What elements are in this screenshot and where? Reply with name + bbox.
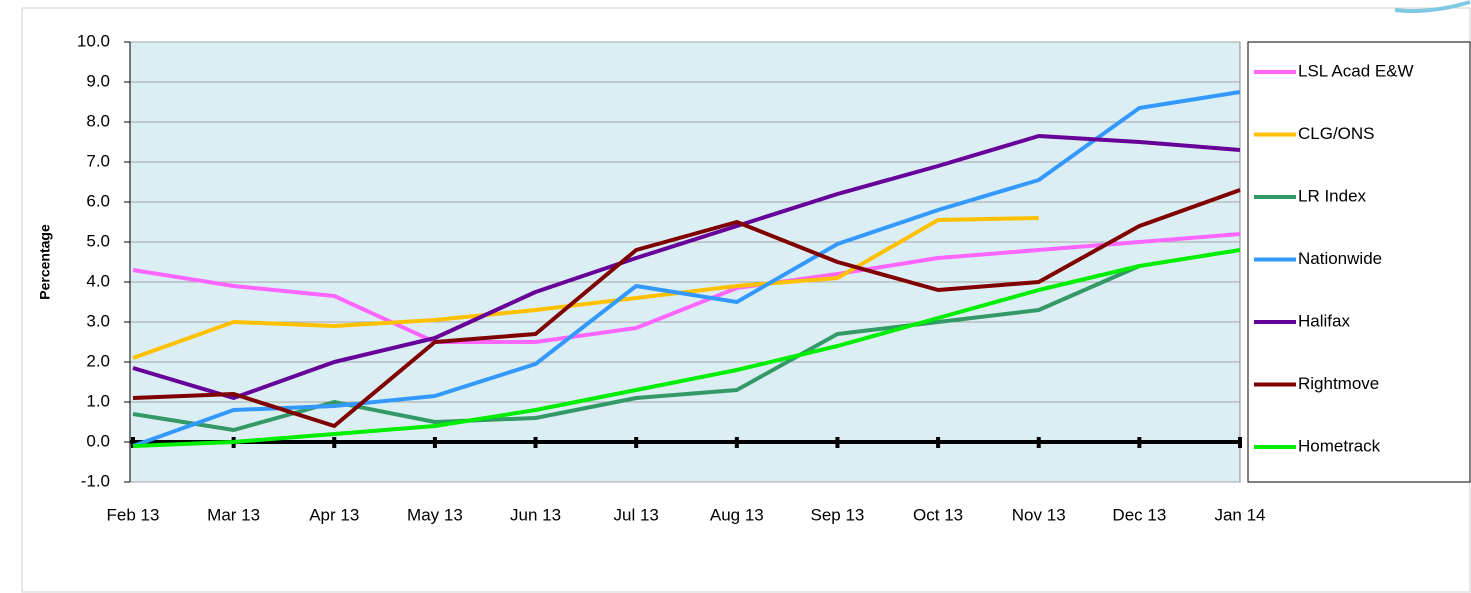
x-tick-label: Oct 13 <box>913 505 963 524</box>
legend-label: Halifax <box>1298 311 1350 330</box>
y-tick-label: 9.0 <box>86 71 110 90</box>
y-axis-label: Percentage <box>37 224 53 300</box>
y-tick-label: 6.0 <box>86 191 110 210</box>
series-line <box>132 248 1241 448</box>
legend-label: CLG/ONS <box>1298 124 1375 143</box>
x-tick-label: Jan 14 <box>1214 505 1265 524</box>
x-tick-label: Jun 13 <box>510 505 561 524</box>
y-tick-label: 3.0 <box>86 311 110 330</box>
y-tick-label: 4.0 <box>86 271 110 290</box>
series-line <box>132 264 1141 432</box>
legend-box <box>1247 41 1471 483</box>
x-tick-label: Nov 13 <box>1012 505 1066 524</box>
legend-label: Hometrack <box>1298 436 1381 455</box>
y-tick-label: 7.0 <box>86 151 110 170</box>
y-tick-label: 1.0 <box>86 391 110 410</box>
y-tick-label: 8.0 <box>86 111 110 130</box>
x-tick-label: May 13 <box>407 505 463 524</box>
y-tick-label: 2.0 <box>86 351 110 370</box>
legend-label: Rightmove <box>1298 374 1379 393</box>
legend-label: LR Index <box>1298 186 1367 205</box>
series-line <box>132 134 1241 400</box>
series-line <box>132 216 1039 360</box>
x-tick-label: Mar 13 <box>207 505 260 524</box>
y-tick-label: 10.0 <box>77 31 110 50</box>
series-line <box>132 90 1241 448</box>
decoration <box>1394 0 1471 13</box>
x-tick-label: Dec 13 <box>1112 505 1166 524</box>
legend-label: LSL Acad E&W <box>1298 61 1414 80</box>
x-tick-label: Apr 13 <box>309 505 359 524</box>
series-line <box>132 188 1241 428</box>
y-tick-label: 5.0 <box>86 231 110 250</box>
series-line <box>132 232 1241 344</box>
x-tick-label: Jul 13 <box>613 505 658 524</box>
x-tick-label: Aug 13 <box>710 505 764 524</box>
legend-label: Nationwide <box>1298 249 1382 268</box>
x-tick-label: Sep 13 <box>811 505 865 524</box>
y-tick-label: -1.0 <box>81 471 110 490</box>
y-tick-label: 0.0 <box>86 431 110 450</box>
x-tick-label: Feb 13 <box>107 505 160 524</box>
